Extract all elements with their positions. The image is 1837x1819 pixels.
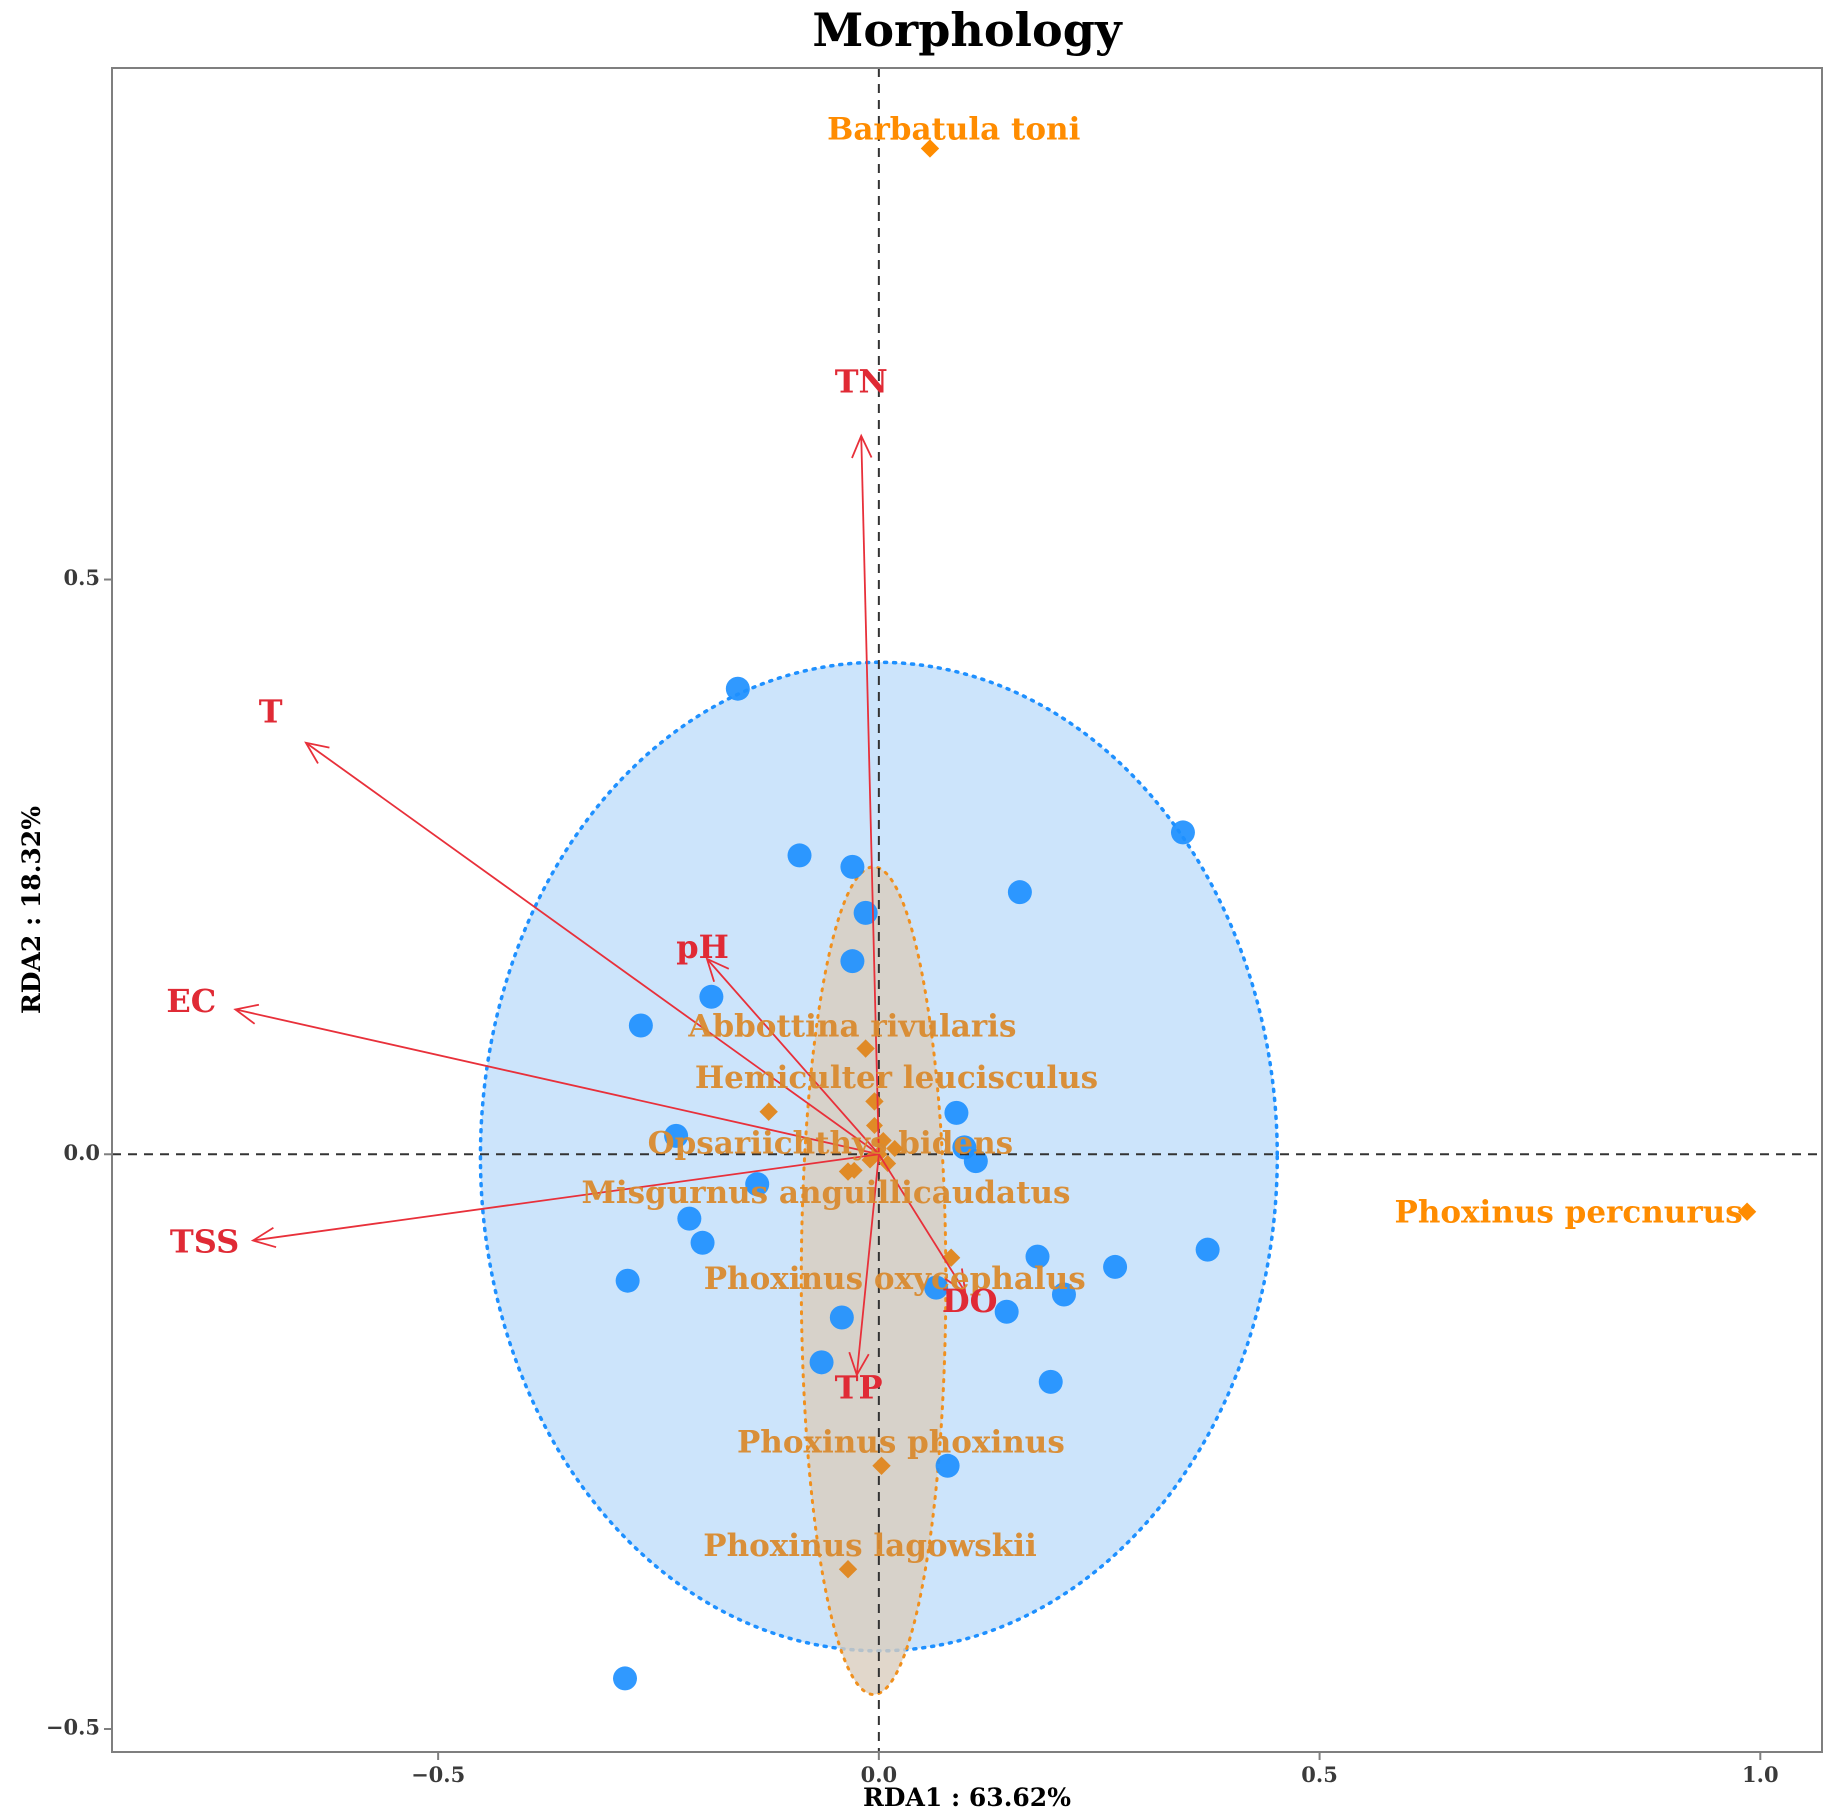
site-point (853, 900, 878, 925)
env-arrow-head (250, 1227, 277, 1249)
site-point (924, 1275, 949, 1300)
species-label: Phoxinus phoxinus (737, 1424, 1065, 1460)
env-arrow-shaft (252, 1153, 879, 1242)
env-arrow-shaft (706, 958, 880, 1155)
species-point (838, 1162, 858, 1181)
species-point (920, 139, 940, 158)
species-point (879, 1154, 897, 1172)
env-arrow-head (848, 1351, 870, 1378)
species-point (865, 1092, 884, 1111)
y-tick-label: 0.5 (63, 565, 100, 590)
env-arrow-shaft (860, 435, 880, 1155)
site-point (1038, 1369, 1063, 1394)
species-label: Phoxinus oxycephalus (704, 1261, 1086, 1297)
site-point (677, 1206, 702, 1231)
site-point (840, 949, 865, 974)
site-points (613, 676, 1220, 1691)
species-point (872, 1456, 891, 1475)
x-tick-label: 0.5 (1301, 1762, 1338, 1787)
site-point (628, 1013, 653, 1038)
env-vector-label: TN (835, 363, 888, 401)
site-point (690, 1230, 715, 1255)
env-vector-label: TP (835, 1368, 883, 1406)
site-point (829, 1305, 854, 1330)
environmental-vectors (233, 433, 967, 1378)
species-label: Misgurnus anguillicaudatus (582, 1175, 1071, 1211)
env-arrow-head (705, 957, 730, 983)
x-axis-title: RDA1 : 63.62% (863, 1783, 1071, 1812)
species-label: Hemiculter leucisculus (695, 1060, 1098, 1096)
y-axis-title: RDA2 : 18.32% (17, 806, 46, 1014)
species-point (838, 1560, 858, 1579)
env-vector-label: T (259, 693, 283, 731)
env-arrow-head (304, 741, 330, 764)
site-point (615, 1268, 640, 1293)
env-arrow-shaft (305, 742, 880, 1155)
env-arrow-shaft (878, 1153, 966, 1293)
y-tick-label: −0.5 (46, 1715, 100, 1740)
site-point (613, 1666, 637, 1691)
species-labels: Barbatula toni Abbottina rivularis Hemicul… (582, 112, 1743, 1564)
x-axis-ticks: −0.5 0.0 0.5 1.0 (411, 1752, 1779, 1787)
env-vector-label: DO (942, 1282, 998, 1320)
species-point (856, 1039, 875, 1058)
species-label: Abbottina rivularis (687, 1008, 1016, 1044)
env-vector-label: EC (166, 982, 216, 1020)
site-point (787, 843, 812, 868)
site-point (809, 1350, 834, 1375)
site-point (699, 984, 724, 1009)
site-point (1103, 1254, 1128, 1279)
x-tick-label: 0.0 (861, 1762, 898, 1787)
site-point (1170, 820, 1195, 845)
site-point (935, 1453, 960, 1478)
species-point (759, 1102, 778, 1121)
env-arrow-head (944, 1268, 967, 1295)
species-label: Opsariichthys bidens (648, 1126, 1013, 1162)
env-arrow-shaft (235, 1008, 880, 1156)
site-point (1007, 880, 1032, 905)
site-point (1195, 1237, 1220, 1262)
site-point (840, 854, 865, 879)
species-label: Phoxinus lagowskii (703, 1528, 1037, 1564)
env-vector-labels: TN T EC TSS pH DO TP (166, 363, 997, 1407)
site-point (1025, 1244, 1050, 1269)
site-point (944, 1100, 969, 1125)
env-arrow-head (233, 1003, 260, 1025)
x-tick-label: 1.0 (1742, 1762, 1779, 1787)
site-point (994, 1299, 1019, 1324)
species-label: Barbatula toni (827, 112, 1080, 148)
env-arrow-shaft (855, 1154, 880, 1376)
species-point (886, 1140, 904, 1158)
plot-frame (111, 67, 1823, 1753)
env-vector-label: pH (676, 928, 729, 966)
chart-title: Morphology (812, 3, 1122, 57)
species-points (759, 139, 1757, 1579)
site-point (745, 1172, 770, 1197)
env-vector-label: TSS (170, 1222, 239, 1260)
site-point (1051, 1282, 1076, 1307)
site-point (725, 676, 750, 701)
env-arrow-head (851, 433, 873, 459)
species-point (1737, 1202, 1757, 1221)
x-tick-label: −0.5 (411, 1762, 465, 1787)
y-axis-ticks: −0.5 0.0 0.5 (46, 565, 112, 1740)
site-point (664, 1123, 689, 1148)
y-tick-label: 0.0 (63, 1140, 100, 1165)
species-label: Phoxinus percnurus (1395, 1195, 1743, 1231)
